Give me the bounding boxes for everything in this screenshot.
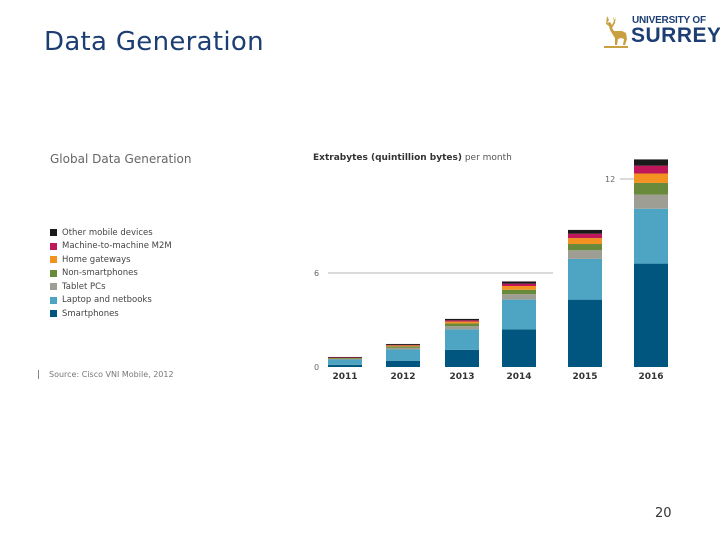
y-axis-label: Extrabytes (quintillion bytes) per month bbox=[313, 153, 512, 163]
legend-label: Tablet PCs bbox=[62, 281, 106, 292]
bar-segment bbox=[328, 356, 362, 358]
bar-segment bbox=[568, 229, 602, 234]
legend-swatch bbox=[50, 283, 57, 291]
y-tick-label: 12 bbox=[605, 175, 615, 184]
bar-segment bbox=[568, 238, 602, 245]
x-tick-label: 2014 bbox=[506, 372, 531, 382]
bar-segment bbox=[568, 250, 602, 259]
legend-item: Smartphones bbox=[50, 307, 172, 321]
legend-item: Non-smartphones bbox=[50, 267, 172, 281]
bar-segment bbox=[386, 346, 420, 348]
bar-segment bbox=[445, 329, 479, 350]
chart-source: Source: Cisco VNI Mobile, 2012 bbox=[38, 370, 174, 379]
bar-segment bbox=[502, 283, 536, 287]
bar-segment bbox=[445, 326, 479, 330]
legend-label: Smartphones bbox=[62, 308, 119, 319]
bar-segment bbox=[445, 323, 479, 327]
stag-icon bbox=[604, 16, 628, 48]
bar-segment bbox=[386, 347, 420, 350]
legend-item: Machine-to-machine M2M bbox=[50, 240, 172, 254]
bar-segment bbox=[328, 358, 362, 360]
x-tick-label: 2011 bbox=[332, 372, 357, 382]
legend-swatch bbox=[50, 229, 57, 237]
legend-swatch bbox=[50, 310, 57, 318]
bar-segment bbox=[502, 281, 536, 284]
bar-segment bbox=[634, 208, 668, 264]
legend-label: Other mobile devices bbox=[62, 227, 153, 238]
legend-label: Laptop and netbooks bbox=[62, 295, 152, 306]
legend-item: Home gateways bbox=[50, 253, 172, 267]
bar-segment bbox=[386, 345, 420, 347]
slide-title: Data Generation bbox=[44, 27, 264, 57]
logo-text-surrey: SURREY bbox=[631, 24, 720, 47]
bar-segment bbox=[634, 173, 668, 183]
bar-segment bbox=[634, 263, 668, 367]
bar-segment bbox=[386, 349, 420, 361]
bar-segment bbox=[328, 364, 362, 367]
bar-segment bbox=[568, 258, 602, 300]
bar-segment bbox=[445, 320, 479, 322]
logo-text-university: UNIVERSITY OF bbox=[632, 15, 706, 26]
page-number: 20 bbox=[655, 506, 672, 521]
bar-segment bbox=[568, 299, 602, 367]
legend-swatch bbox=[50, 296, 57, 304]
bar-segment bbox=[634, 159, 668, 166]
bar-segment bbox=[634, 165, 668, 174]
y-tick-label: 6 bbox=[314, 269, 319, 278]
university-logo: UNIVERSITY OF SURREY bbox=[602, 14, 720, 52]
bar-segment bbox=[502, 329, 536, 367]
x-tick-label: 2016 bbox=[638, 372, 663, 382]
bar-segment bbox=[502, 286, 536, 290]
y-axis-label-bold: Extrabytes (quintillion bytes) bbox=[313, 153, 462, 163]
bar-segment bbox=[328, 359, 362, 365]
bar-segment bbox=[445, 321, 479, 324]
bar-segment bbox=[502, 299, 536, 330]
bar-segment bbox=[328, 357, 362, 359]
bar-segment bbox=[568, 233, 602, 239]
legend-item: Laptop and netbooks bbox=[50, 294, 172, 308]
x-tick-label: 2015 bbox=[572, 372, 597, 382]
bar-segment bbox=[445, 318, 479, 321]
y-axis-label-rest: per month bbox=[461, 153, 512, 163]
bar-segment bbox=[568, 244, 602, 251]
legend-label: Non-smartphones bbox=[62, 268, 138, 279]
bar-segment bbox=[445, 349, 479, 367]
x-tick-label: 2012 bbox=[390, 372, 415, 382]
source-text: Source: Cisco VNI Mobile, 2012 bbox=[49, 370, 174, 379]
bar-segment bbox=[386, 344, 420, 346]
chart-title: Global Data Generation bbox=[50, 152, 192, 166]
x-tick-label: 2013 bbox=[449, 372, 474, 382]
legend-label: Home gateways bbox=[62, 254, 131, 265]
y-tick-label: 0 bbox=[314, 363, 319, 372]
bar-segment bbox=[328, 357, 362, 358]
legend-label: Machine-to-machine M2M bbox=[62, 241, 172, 252]
bar-segment bbox=[502, 289, 536, 295]
bar-segment bbox=[386, 360, 420, 367]
legend-swatch bbox=[50, 242, 57, 250]
legend-item: Other mobile devices bbox=[50, 226, 172, 240]
bar-segment bbox=[634, 182, 668, 195]
bar-segment bbox=[386, 343, 420, 345]
bar-segment bbox=[634, 194, 668, 209]
legend-swatch bbox=[50, 269, 57, 277]
legend-swatch bbox=[50, 256, 57, 264]
bar-segment bbox=[502, 294, 536, 300]
chart-legend: Other mobile devices Machine-to-machine M… bbox=[50, 226, 172, 321]
legend-item: Tablet PCs bbox=[50, 280, 172, 294]
